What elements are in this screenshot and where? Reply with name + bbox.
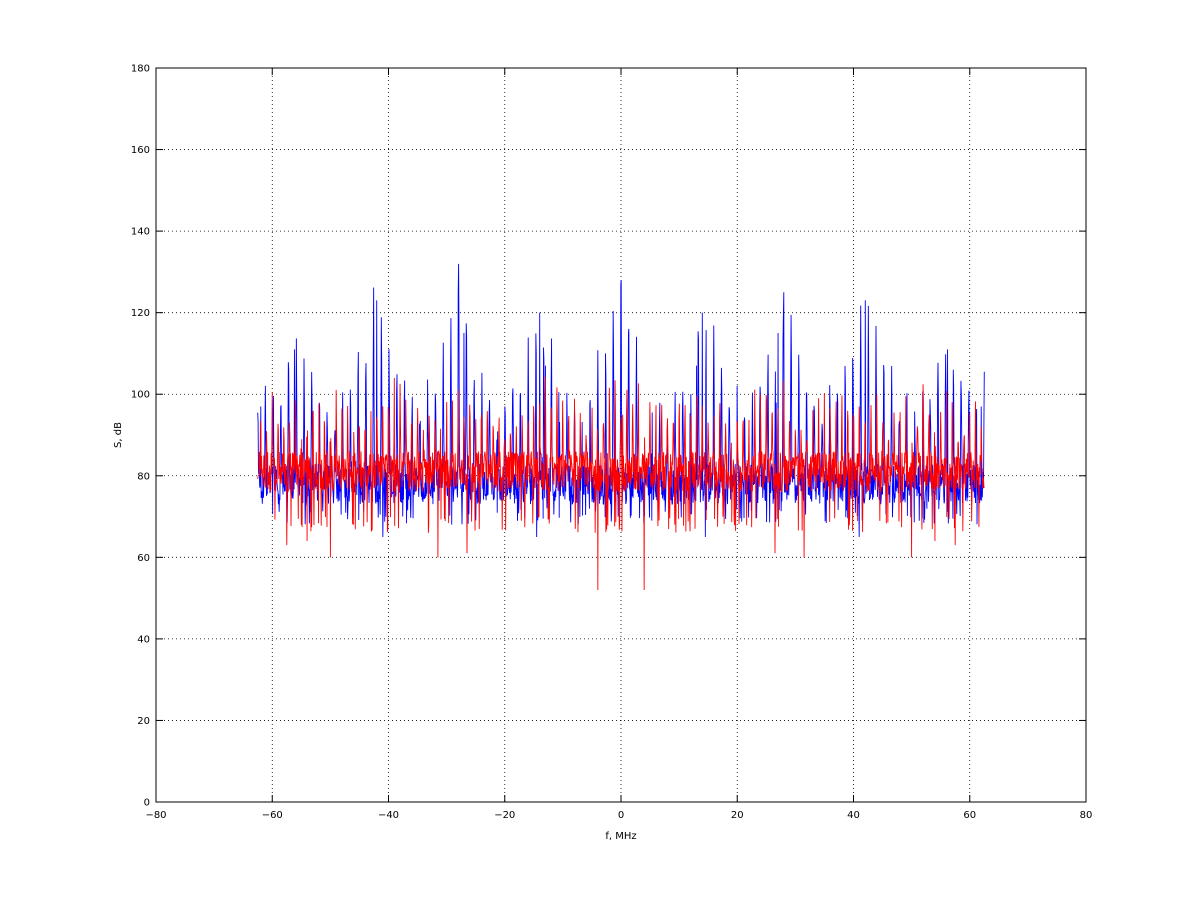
spectrum-series-2 xyxy=(257,376,985,590)
y-tick-label: 140 xyxy=(131,227,150,238)
x-tick-label: −20 xyxy=(494,810,515,821)
x-tick-label: −40 xyxy=(378,810,399,821)
x-tick-label: 0 xyxy=(618,810,624,821)
y-tick-label: 0 xyxy=(144,798,150,809)
x-tick-label: 40 xyxy=(847,810,860,821)
y-axis-label: S, dB xyxy=(113,422,124,448)
y-tick-label: 20 xyxy=(137,716,150,727)
y-tick-label: 180 xyxy=(131,64,150,75)
y-tick-label: 60 xyxy=(137,553,150,564)
y-tick-label: 160 xyxy=(131,145,150,156)
plot-series xyxy=(257,263,985,590)
x-axis-label: f, MHz xyxy=(605,831,636,842)
y-tick-label: 80 xyxy=(137,471,150,482)
y-tick-label: 120 xyxy=(131,308,150,319)
x-tick-label: −60 xyxy=(262,810,283,821)
axis-ticks: −80 −60 −40 −20 0 20 40 60 80 0 20 40 60 80 100 120 140 1… xyxy=(131,64,1092,822)
x-tick-label: −80 xyxy=(145,810,166,821)
y-tick-label: 40 xyxy=(137,634,150,645)
x-tick-label: 20 xyxy=(731,810,744,821)
y-tick-label: 100 xyxy=(131,390,150,401)
x-tick-label: 80 xyxy=(1080,810,1093,821)
x-tick-label: 60 xyxy=(963,810,976,821)
